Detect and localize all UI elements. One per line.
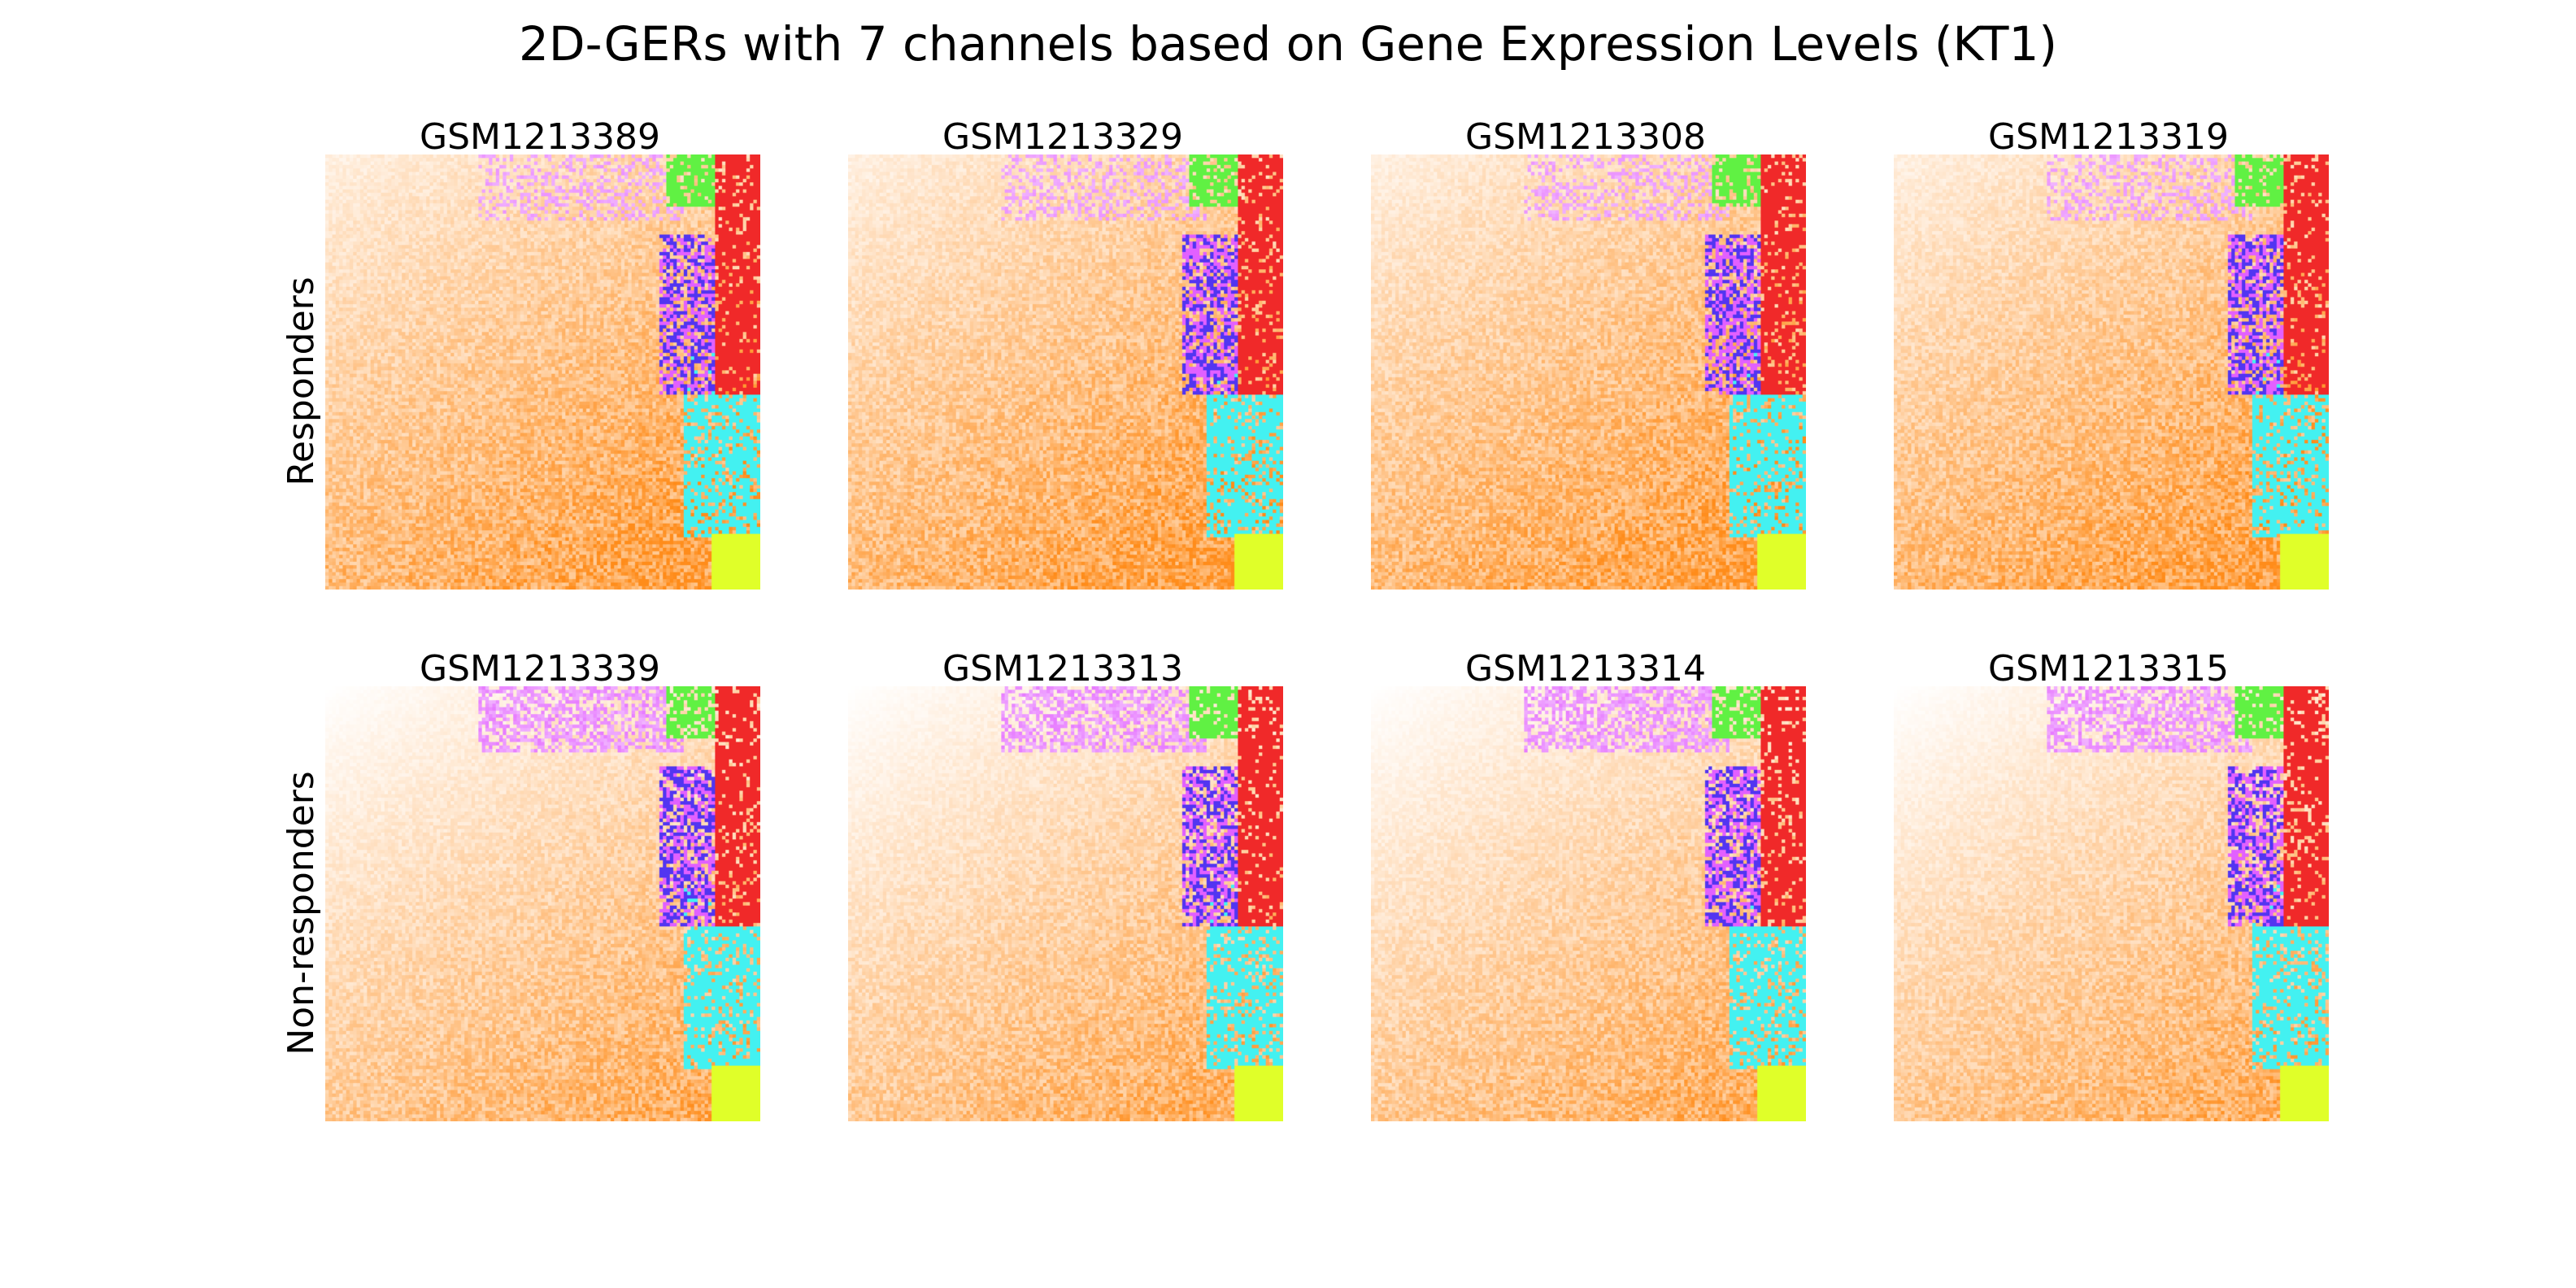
row-label-responders: Responders (281, 276, 322, 485)
heatmap-image (1371, 686, 1806, 1121)
subplot-title: GSM1213313 (942, 648, 1183, 690)
heatmap-image (848, 686, 1283, 1121)
subplot-title: GSM1213389 (420, 116, 660, 158)
subplot-title: GSM1213339 (420, 648, 660, 690)
row-label-non-responders: Non-responders (281, 771, 322, 1055)
subplot-title: GSM1213308 (1465, 116, 1706, 158)
subplot-title: GSM1213315 (1988, 648, 2229, 690)
heatmap-pixels (1371, 686, 1806, 1121)
heatmap-image (1894, 154, 2329, 590)
subplot-title: GSM1213329 (942, 116, 1183, 158)
figure-title: 2D-GERs with 7 channels based on Gene Ex… (519, 16, 2057, 72)
heatmap-pixels (848, 686, 1283, 1121)
heatmap-pixels (1371, 154, 1806, 590)
heatmap-pixels (325, 154, 760, 590)
heatmap-image (325, 686, 760, 1121)
heatmap-pixels (848, 154, 1283, 590)
heatmap-pixels (1894, 686, 2329, 1121)
heatmap-pixels (1894, 154, 2329, 590)
subplot-title: GSM1213314 (1465, 648, 1706, 690)
subplot-title: GSM1213319 (1988, 116, 2229, 158)
heatmap-image (1894, 686, 2329, 1121)
heatmap-image (848, 154, 1283, 590)
heatmap-image (325, 154, 760, 590)
heatmap-image (1371, 154, 1806, 590)
heatmap-pixels (325, 686, 760, 1121)
